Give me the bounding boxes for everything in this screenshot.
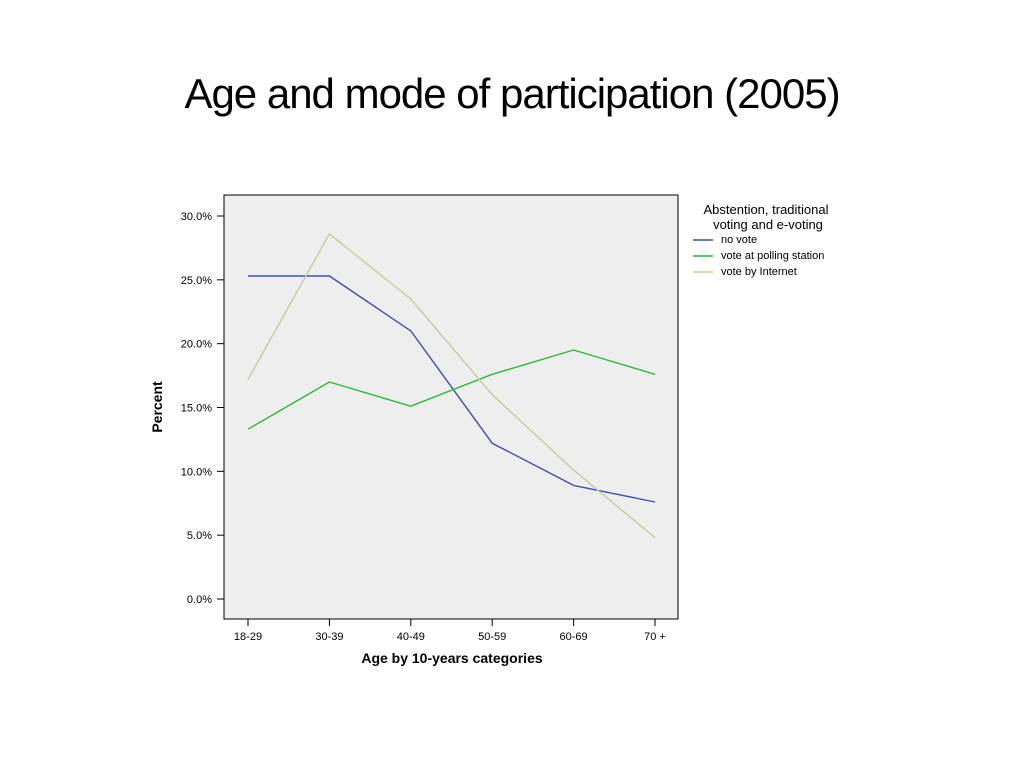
y-tick-label: 0.0% <box>187 594 212 606</box>
y-tick-label: 20.0% <box>181 339 212 351</box>
y-tick-label: 5.0% <box>187 530 212 542</box>
legend-title-line-2: voting and e-voting <box>713 217 823 232</box>
series-line-vote-by-internet <box>247 233 656 539</box>
x-tick-label: 18-29 <box>234 631 262 643</box>
y-tick-label: 10.0% <box>181 466 212 478</box>
series-lines <box>247 233 656 539</box>
y-tick-label: 30.0% <box>181 211 212 223</box>
x-tick-label: 60-69 <box>560 631 588 643</box>
slide-title: Age and mode of participation (2005) <box>184 70 840 117</box>
y-tick-label: 25.0% <box>181 275 212 287</box>
y-tick-label: 15.0% <box>181 403 212 415</box>
x-tick-label: 30-39 <box>315 631 343 643</box>
legend-label: vote at polling station <box>721 250 824 262</box>
series-line-vote-at-polling-station <box>247 349 656 430</box>
legend-label: no vote <box>721 234 757 246</box>
x-tick-label: 70 + <box>644 631 666 643</box>
legend-label: vote by Internet <box>721 266 797 278</box>
legend-items: no vote vote at polling station vote by In… <box>693 234 824 278</box>
series-line-no-vote <box>248 275 656 503</box>
x-axis-title: Age by 10-years categories <box>361 650 543 666</box>
x-tick-label: 40-49 <box>397 631 425 643</box>
x-axis: 18-29 30-39 40-49 50-59 60-69 70 + <box>234 619 666 643</box>
plot-area <box>223 194 679 620</box>
x-tick-label: 50-59 <box>478 631 506 643</box>
y-axis-title: Percent <box>149 381 165 433</box>
legend: Abstention, traditional voting and e-vot… <box>693 202 829 278</box>
legend-title-line-1: Abstention, traditional <box>703 202 828 217</box>
y-axis: 0.0% 5.0% 10.0% 15.0% 20.0% 25.0% 30.0% <box>181 211 224 606</box>
